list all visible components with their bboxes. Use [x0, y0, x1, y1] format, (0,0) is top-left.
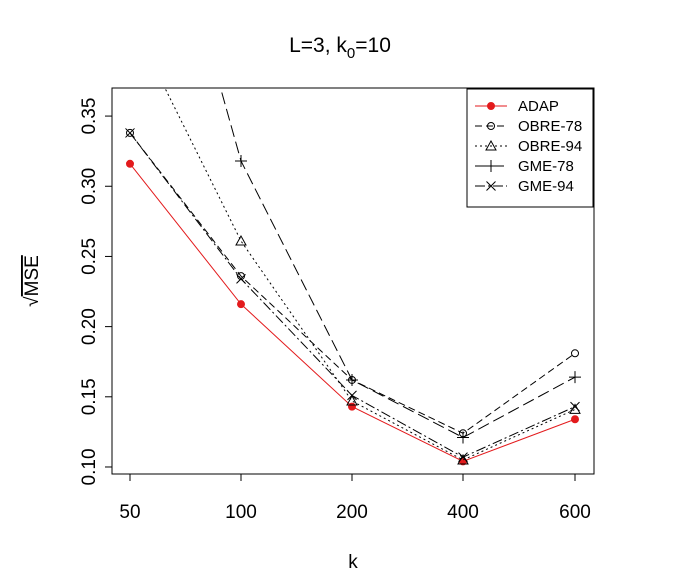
y-axis-title: √MSE: [22, 255, 43, 307]
y-tick-label: 0.20: [79, 308, 100, 345]
legend-item: GME-78: [475, 158, 574, 175]
legend-marker: [487, 122, 495, 130]
series-line: [164, 88, 576, 461]
legend-label: OBRE-78: [518, 118, 582, 135]
x-tick-label: 200: [336, 502, 368, 523]
y-tick-label: 0.10: [79, 448, 100, 485]
y-axis-title-text: MSE: [22, 255, 43, 296]
x-tick-label: 400: [447, 502, 479, 523]
legend-marker: [486, 181, 496, 191]
chart-title-subscript: 0: [347, 45, 355, 62]
data-point: [237, 300, 245, 309]
data-point: [235, 234, 247, 246]
x-axis-title: k: [348, 552, 358, 573]
legend-item: OBRE-94: [475, 138, 582, 155]
data-point: [235, 154, 247, 167]
chart-title: L=3, k0=10: [289, 34, 391, 62]
data-point: [126, 128, 134, 137]
legend-marker: [485, 160, 497, 172]
data-point: [348, 402, 356, 411]
legend-label: GME-94: [518, 178, 574, 195]
y-tick-label: 0.15: [79, 378, 100, 415]
data-point: [346, 373, 358, 386]
x-tick-label: 100: [225, 502, 257, 523]
y-tick-label: 0.30: [79, 168, 100, 205]
legend-item: GME-94: [475, 178, 574, 195]
series-line: [220, 88, 576, 439]
x-tick-label: 50: [119, 502, 140, 523]
data-point: [346, 394, 358, 406]
data-point: [457, 431, 469, 444]
legend-box: [466, 88, 594, 208]
y-tick-label: 0.35: [79, 98, 100, 135]
legend-label: ADAP: [518, 98, 559, 115]
legend: ADAP OBRE-78 OBRE-94 GME-78 GME-94: [466, 88, 594, 208]
series-gme-94: [125, 128, 580, 463]
chart-title-main: L=3, k: [289, 34, 347, 57]
legend-marker: [485, 139, 497, 151]
chart-title-suffix: =10: [355, 34, 391, 57]
y-tick-label: 0.25: [79, 238, 100, 275]
y-axis: 0.10 0.15 0.20 0.25 0.30 0.35: [79, 98, 113, 485]
legend-item: ADAP: [475, 98, 559, 115]
legend-marker: [487, 102, 495, 110]
series-layer: [125, 88, 581, 466]
data-point: [347, 390, 357, 401]
legend-label: GME-78: [518, 158, 574, 175]
legend-label: OBRE-94: [518, 138, 582, 155]
data-point: [570, 401, 580, 412]
data-point: [126, 159, 134, 168]
data-point: [125, 128, 135, 138]
x-axis: 50 100 200 400 600: [119, 473, 591, 523]
data-point: [236, 274, 246, 284]
y-axis-title-radical: √: [22, 296, 43, 307]
legend-item: OBRE-78: [475, 118, 582, 135]
x-tick-label: 600: [559, 502, 591, 523]
data-point: [571, 415, 579, 424]
series-gme-78: [220, 88, 581, 444]
series-line: [129, 163, 576, 462]
data-point: [571, 349, 579, 358]
data-point: [569, 403, 581, 414]
data-point: [569, 371, 581, 384]
data-point: [458, 452, 468, 463]
